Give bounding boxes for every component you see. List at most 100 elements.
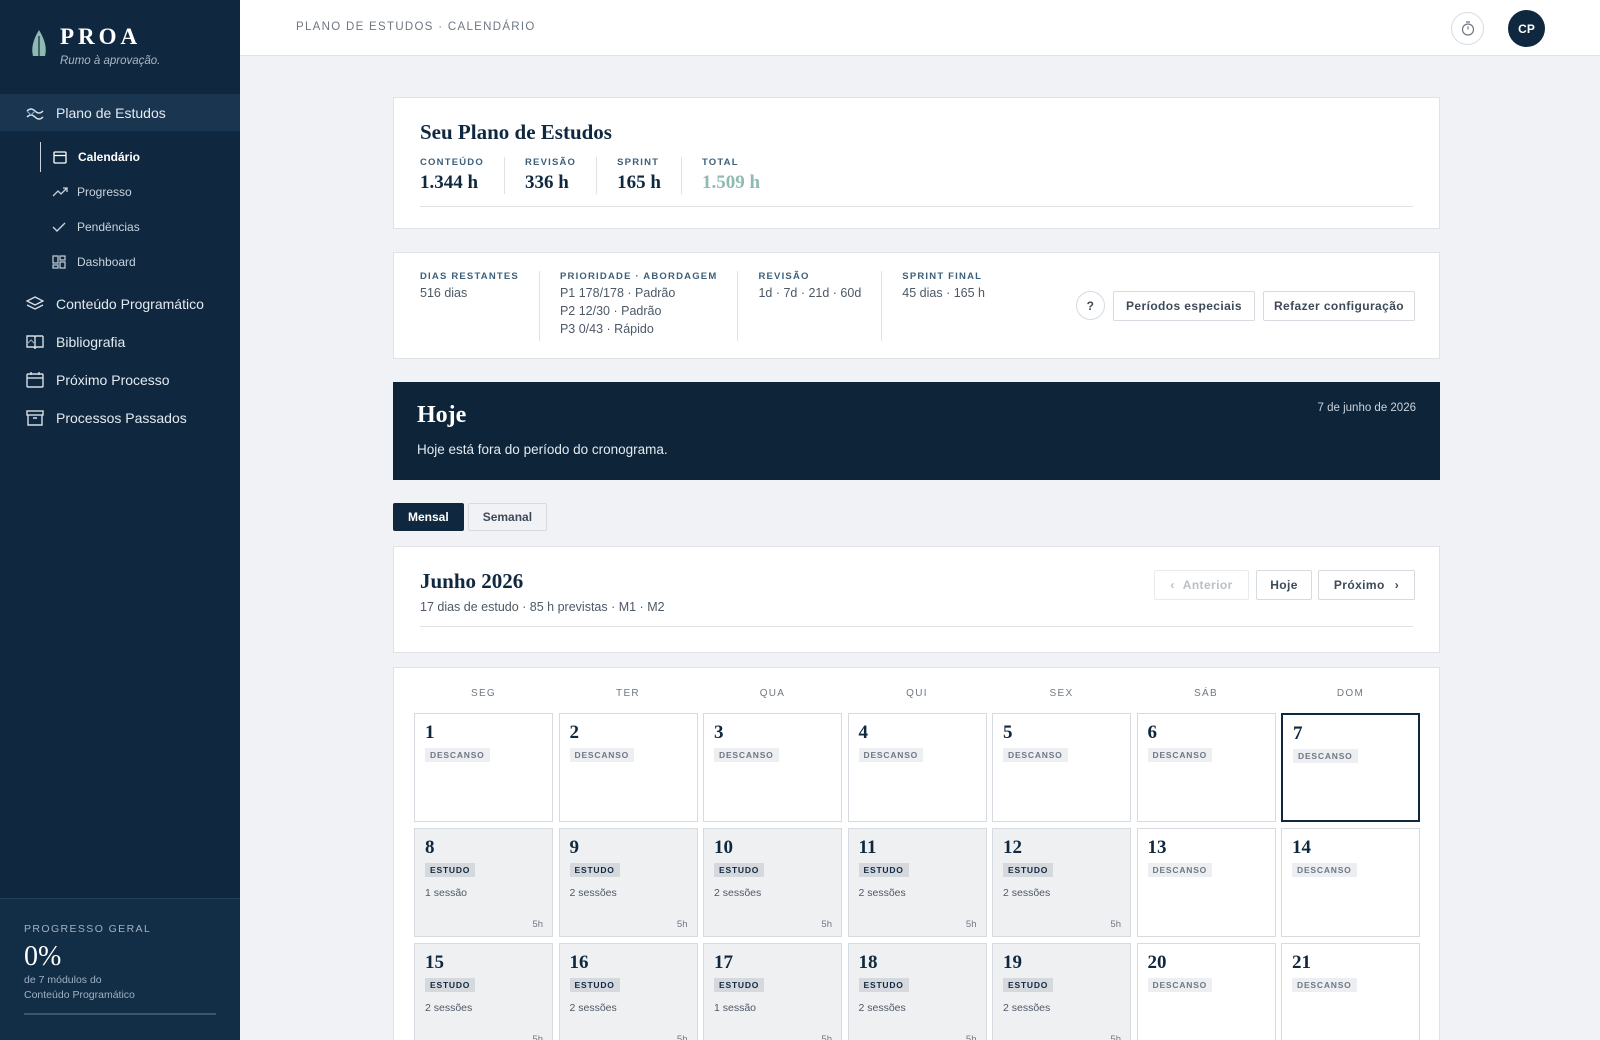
progress-value: 0%	[24, 941, 62, 972]
sidebar: PROA Rumo à aprovação. Plano de Estudos …	[0, 0, 240, 1040]
weekday: QUI	[906, 688, 928, 699]
nav-subitem[interactable]: Progresso	[40, 177, 240, 207]
next-button[interactable]: Próximo ›	[1318, 570, 1415, 600]
button-label: Anterior	[1182, 578, 1233, 592]
day-tag: DESCANSO	[425, 748, 490, 762]
day-tag: ESTUDO	[569, 978, 620, 992]
day-cell[interactable]: 10 ESTUDO 2 sessões 5h	[703, 828, 842, 937]
day-cell[interactable]: 5 DESCANSO	[992, 713, 1131, 822]
day-cell[interactable]: 19 ESTUDO 2 sessões 5h	[992, 943, 1131, 1040]
day-hours: 5h	[965, 919, 977, 930]
day-number: 12	[1003, 837, 1022, 858]
icon	[26, 334, 44, 349]
day-cell[interactable]: 4 DESCANSO	[847, 713, 987, 822]
avatar[interactable]: CP	[1508, 10, 1545, 47]
nav-label: Plano de Estudos	[56, 104, 166, 121]
config-item: DIAS RESTANTES 516 dias	[420, 271, 539, 341]
button[interactable]: Refazer configuração	[1263, 291, 1415, 321]
day-hours: 5h	[1110, 919, 1121, 930]
day-sessions: 2 sessões	[1003, 1002, 1051, 1014]
day-hours: 5h	[532, 1034, 543, 1040]
day-sessions: 1 sessão	[425, 887, 468, 899]
day-hours: 5h	[1110, 1034, 1121, 1040]
icon	[52, 255, 66, 269]
config-label: SPRINT FINAL	[902, 271, 983, 282]
day-hours: 5h	[821, 1034, 832, 1040]
day-number: 9	[569, 837, 580, 858]
progress-bar	[24, 1013, 216, 1015]
day-cell[interactable]: 18 ESTUDO 2 sessões 5h	[847, 943, 987, 1040]
day-tag-row: DESCANSO	[1147, 859, 1265, 878]
tab[interactable]: Mensal	[393, 503, 464, 531]
day-tag-row: ESTUDO	[1003, 859, 1120, 878]
day-cell[interactable]: 8 ESTUDO 1 sessão 5h	[414, 828, 553, 937]
day-cell[interactable]: 17 ESTUDO 1 sessão 5h	[703, 943, 842, 1040]
day-tag: DESCANSO	[1003, 748, 1068, 762]
progress-note: Conteúdo Programático	[24, 989, 135, 1001]
day-tag-row: ESTUDO	[858, 859, 976, 878]
help-button[interactable]: ?	[1076, 291, 1105, 320]
logo	[32, 30, 46, 58]
prev-button[interactable]: ‹ Anterior	[1154, 570, 1249, 600]
day-cell[interactable]: 12 ESTUDO 2 sessões 5h	[992, 828, 1131, 937]
day-tag: ESTUDO	[714, 978, 765, 992]
config-item: PRIORIDADE · ABORDAGEM P1 178/178 · Padrã…	[538, 271, 737, 341]
icon	[26, 409, 44, 426]
day-cell[interactable]: 11 ESTUDO 2 sessões 5h	[847, 828, 987, 937]
progress-label: PROGRESSO GERAL	[24, 923, 152, 935]
day-hours: 5h	[676, 919, 688, 930]
day-cell[interactable]: 6 DESCANSO	[1136, 713, 1276, 822]
day-grid: 1 DESCANSO 2 DESCANSO 3 DESCANSO 4 DESCANSO 5 DES…	[414, 713, 1420, 1040]
icon	[52, 222, 66, 232]
day-tag-row: ESTUDO	[569, 859, 687, 878]
day-tag: DESCANSO	[1292, 863, 1357, 877]
day-hours: 5h	[821, 919, 832, 930]
month-title: Junho 2026	[420, 569, 524, 593]
weekday: SEG	[470, 688, 497, 699]
nav-item[interactable]: Processos Passados	[0, 399, 240, 436]
day-tag-row: DESCANSO	[1292, 859, 1409, 878]
nav-subitem[interactable]: Dashboard	[40, 247, 240, 277]
day-cell[interactable]: 2 DESCANSO	[558, 713, 698, 822]
day-cell[interactable]: 7 DESCANSO	[1281, 713, 1420, 822]
day-number: 19	[1003, 952, 1022, 973]
chevron	[26, 338, 36, 344]
day-number: 14	[1292, 837, 1311, 858]
weekday: DOM	[1336, 688, 1365, 699]
day-cell[interactable]: 16 ESTUDO 2 sessões 5h	[558, 943, 698, 1040]
today-button[interactable]: Hoje	[1256, 570, 1312, 600]
day-cell[interactable]: 3 DESCANSO	[703, 713, 842, 822]
nav-item[interactable]: Conteúdo Programático	[0, 285, 240, 322]
nav-subitem[interactable]: Calendário	[40, 142, 240, 172]
button-label: Próximo	[1333, 578, 1385, 592]
day-tag-row: ESTUDO	[714, 859, 831, 878]
config-line: P1 178/178 · Padrão	[559, 286, 676, 300]
day-sessions: 2 sessões	[1003, 887, 1051, 899]
day-number: 8	[425, 837, 435, 858]
plan-title: Seu Plano de Estudos	[420, 120, 612, 144]
day-sessions: 2 sessões	[569, 887, 617, 899]
timer-button[interactable]	[1451, 12, 1484, 45]
day-cell[interactable]: 14 DESCANSO	[1281, 828, 1420, 937]
day-cell[interactable]: 13 DESCANSO	[1136, 828, 1276, 937]
weekday-row: SEG TER QUA QUI SEX SÁB DOM	[414, 688, 1420, 699]
button[interactable]: Períodos especiais	[1113, 291, 1255, 321]
day-cell[interactable]: 21 DESCANSO	[1281, 943, 1420, 1040]
tab[interactable]: Semanal	[467, 503, 548, 531]
day-tag: DESCANSO	[1147, 978, 1213, 992]
nav-subitem[interactable]: Pendências	[40, 212, 240, 242]
day-cell[interactable]: 15 ESTUDO 2 sessões 5h	[414, 943, 553, 1040]
day-cell[interactable]: 9 ESTUDO 2 sessões 5h	[558, 828, 698, 937]
day-tag-row: DESCANSO	[1292, 974, 1409, 993]
day-tag: DESCANSO	[714, 748, 779, 762]
icon	[53, 151, 67, 164]
day-cell[interactable]: 20 DESCANSO	[1136, 943, 1276, 1040]
nav-label: Conteúdo Programático	[56, 295, 204, 312]
nav-item[interactable]: Plano de Estudos	[0, 94, 240, 131]
day-cell[interactable]: 1 DESCANSO	[414, 713, 553, 822]
day-number: 4	[858, 722, 869, 743]
day-tag-row: DESCANSO	[858, 744, 976, 763]
nav-item[interactable]: Bibliografia	[0, 323, 240, 360]
nav-item[interactable]: Próximo Processo	[0, 361, 240, 398]
today-banner: Hoje 7 de junho de 2026 Hoje está fora d…	[393, 382, 1440, 480]
